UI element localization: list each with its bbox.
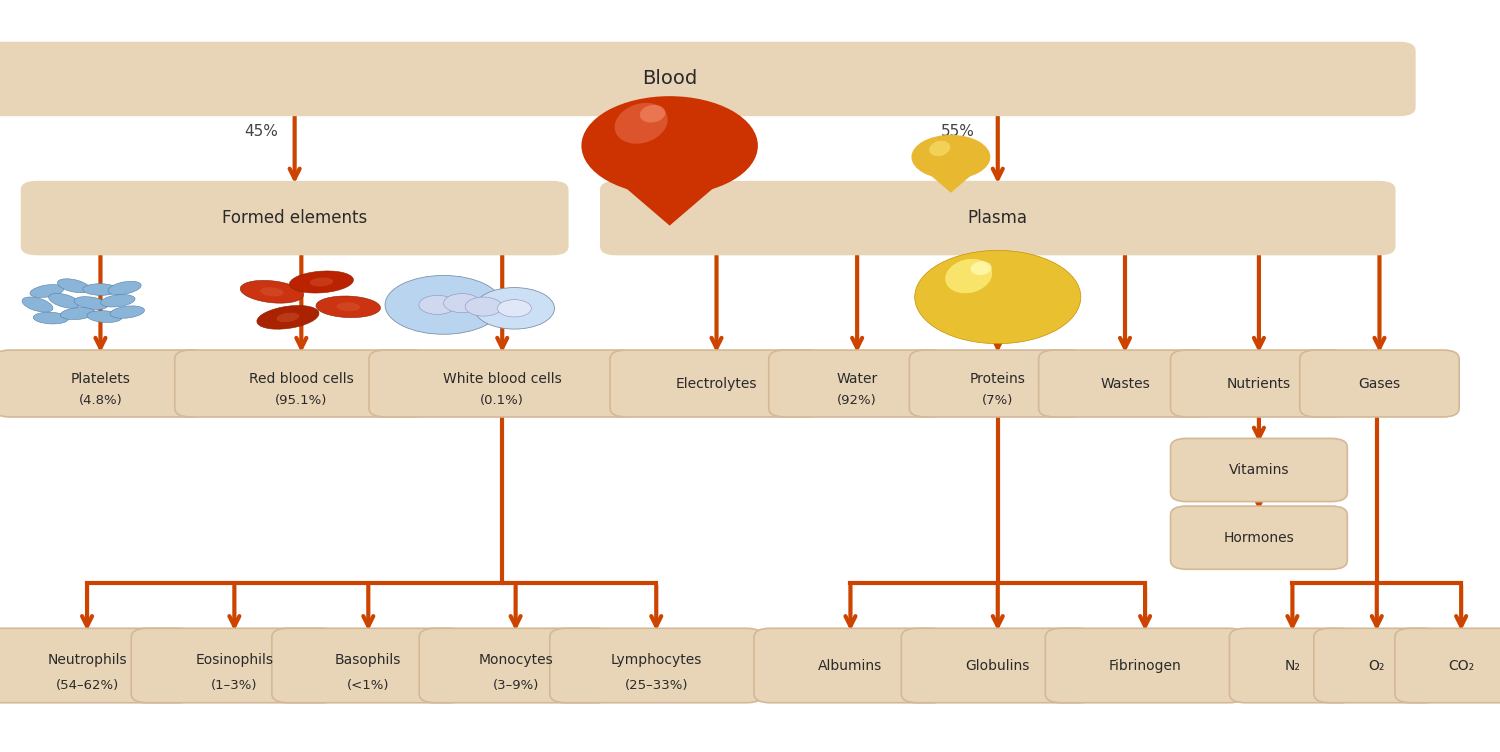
Text: O₂: O₂: [1368, 659, 1384, 672]
Ellipse shape: [48, 293, 80, 308]
FancyBboxPatch shape: [1170, 438, 1347, 502]
Text: (92%): (92%): [837, 394, 878, 407]
Text: Lymphocytes: Lymphocytes: [610, 653, 702, 667]
Text: N₂: N₂: [1284, 659, 1300, 672]
FancyBboxPatch shape: [1046, 628, 1245, 702]
Text: Globulins: Globulins: [966, 659, 1030, 672]
FancyBboxPatch shape: [768, 350, 945, 417]
Text: Monocytes: Monocytes: [478, 653, 554, 667]
Ellipse shape: [316, 296, 381, 317]
Ellipse shape: [640, 105, 666, 123]
Ellipse shape: [276, 313, 300, 322]
Text: White blood cells: White blood cells: [442, 371, 561, 386]
FancyBboxPatch shape: [1170, 350, 1347, 417]
Ellipse shape: [108, 281, 141, 295]
FancyBboxPatch shape: [272, 628, 465, 702]
Ellipse shape: [474, 287, 555, 329]
Ellipse shape: [386, 275, 502, 334]
Ellipse shape: [62, 307, 94, 320]
Text: Electrolytes: Electrolytes: [676, 377, 758, 390]
Text: 55%: 55%: [940, 124, 975, 139]
FancyBboxPatch shape: [902, 628, 1094, 702]
Ellipse shape: [74, 297, 108, 309]
FancyBboxPatch shape: [754, 628, 946, 702]
FancyBboxPatch shape: [0, 41, 1416, 116]
Text: Albumins: Albumins: [819, 659, 882, 672]
Text: Blood: Blood: [642, 69, 698, 89]
FancyBboxPatch shape: [369, 350, 636, 417]
Ellipse shape: [309, 277, 333, 287]
Text: (3–9%): (3–9%): [492, 679, 538, 692]
Ellipse shape: [945, 259, 992, 293]
Ellipse shape: [444, 293, 480, 313]
Ellipse shape: [290, 271, 354, 293]
Text: (7%): (7%): [982, 394, 1014, 407]
Text: Fibrinogen: Fibrinogen: [1108, 659, 1182, 672]
FancyBboxPatch shape: [1038, 350, 1212, 417]
FancyBboxPatch shape: [130, 628, 338, 702]
Text: Hormones: Hormones: [1224, 531, 1294, 544]
FancyBboxPatch shape: [0, 350, 207, 417]
Ellipse shape: [419, 296, 456, 314]
Ellipse shape: [20, 299, 56, 311]
Text: Neutrophils: Neutrophils: [46, 653, 128, 667]
Text: Red blood cells: Red blood cells: [249, 371, 354, 386]
Ellipse shape: [111, 305, 144, 319]
Text: Plasma: Plasma: [968, 209, 1028, 227]
Ellipse shape: [102, 294, 134, 308]
Ellipse shape: [928, 141, 950, 156]
Text: Nutrients: Nutrients: [1227, 377, 1292, 390]
Polygon shape: [914, 162, 987, 193]
Text: (0.1%): (0.1%): [480, 394, 524, 407]
Ellipse shape: [256, 305, 320, 329]
Text: Platelets: Platelets: [70, 371, 130, 386]
Text: (95.1%): (95.1%): [274, 394, 327, 407]
Circle shape: [915, 250, 1082, 344]
Text: (25–33%): (25–33%): [624, 679, 688, 692]
Ellipse shape: [336, 302, 360, 311]
Text: Vitamins: Vitamins: [1228, 463, 1288, 477]
FancyBboxPatch shape: [176, 350, 428, 417]
FancyBboxPatch shape: [1230, 628, 1356, 702]
Ellipse shape: [912, 135, 990, 179]
Ellipse shape: [582, 96, 758, 196]
Ellipse shape: [32, 284, 63, 299]
Ellipse shape: [615, 103, 668, 144]
Text: (54–62%): (54–62%): [56, 679, 118, 692]
FancyBboxPatch shape: [600, 181, 1395, 256]
Ellipse shape: [84, 283, 117, 296]
FancyBboxPatch shape: [1170, 506, 1347, 569]
Text: (4.8%): (4.8%): [78, 394, 123, 407]
Text: Water: Water: [837, 371, 878, 386]
FancyBboxPatch shape: [550, 628, 762, 702]
Ellipse shape: [34, 311, 68, 325]
FancyBboxPatch shape: [909, 350, 1086, 417]
Ellipse shape: [87, 311, 122, 323]
Text: Wastes: Wastes: [1100, 377, 1150, 390]
Ellipse shape: [498, 300, 531, 317]
FancyBboxPatch shape: [419, 628, 612, 702]
FancyBboxPatch shape: [1395, 628, 1500, 702]
Text: Gases: Gases: [1359, 377, 1401, 390]
FancyBboxPatch shape: [1300, 350, 1460, 417]
Text: 45%: 45%: [244, 124, 278, 139]
Polygon shape: [588, 156, 752, 226]
Text: (<1%): (<1%): [346, 679, 390, 692]
FancyBboxPatch shape: [0, 628, 194, 702]
Text: Basophils: Basophils: [334, 653, 402, 667]
Text: (1–3%): (1–3%): [211, 679, 258, 692]
Ellipse shape: [240, 280, 303, 303]
Text: Formed elements: Formed elements: [222, 209, 368, 227]
Text: CO₂: CO₂: [1448, 659, 1474, 672]
Ellipse shape: [465, 297, 503, 316]
Ellipse shape: [970, 261, 992, 275]
FancyBboxPatch shape: [21, 181, 568, 256]
Text: Eosinophils: Eosinophils: [195, 653, 273, 667]
Ellipse shape: [57, 280, 92, 292]
Text: Proteins: Proteins: [970, 371, 1026, 386]
FancyBboxPatch shape: [1314, 628, 1440, 702]
Ellipse shape: [261, 287, 284, 296]
FancyBboxPatch shape: [610, 350, 824, 417]
